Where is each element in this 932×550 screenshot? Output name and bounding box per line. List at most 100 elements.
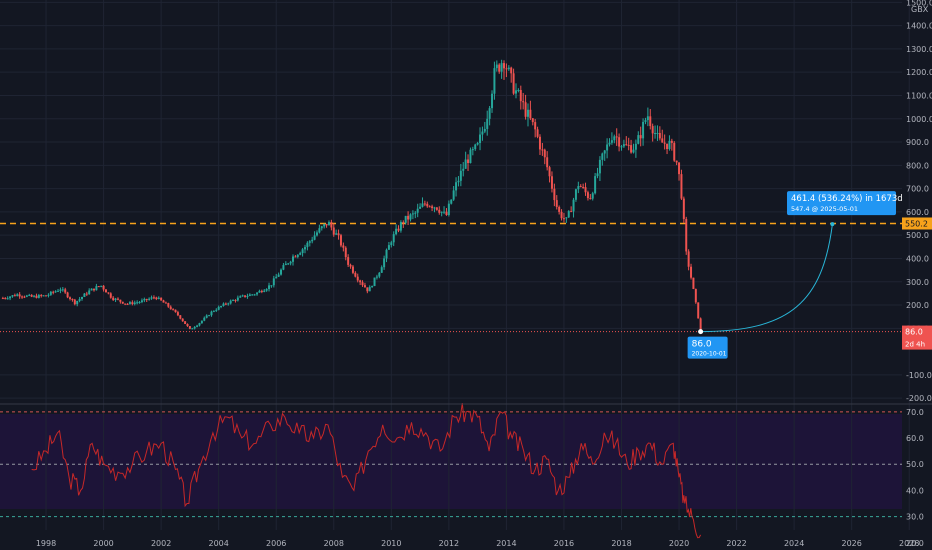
candle-body — [574, 189, 577, 200]
candle-body — [311, 239, 314, 242]
candle-body — [268, 285, 271, 290]
candle-body — [498, 64, 501, 72]
candle-body — [649, 116, 652, 127]
candle-body — [169, 306, 172, 310]
candle-body — [318, 228, 321, 233]
candle-body — [339, 235, 342, 246]
candle-body — [306, 242, 309, 248]
candle-body — [280, 269, 283, 275]
candle-body — [327, 222, 330, 226]
candle-body — [375, 276, 378, 278]
candle-body — [85, 293, 88, 295]
candle-body — [188, 326, 191, 329]
x-tick-label: 2006 — [266, 539, 286, 548]
candle-body — [71, 298, 74, 300]
candle-body — [594, 176, 597, 194]
projection-start-label — [687, 336, 728, 359]
candle-body — [531, 118, 534, 123]
x-tick-label: 2020 — [669, 539, 689, 548]
candle-body — [613, 136, 616, 141]
grid — [0, 0, 910, 530]
candle-body — [349, 264, 352, 267]
candle-body — [534, 122, 537, 130]
candle-body — [404, 215, 407, 223]
candle-body — [167, 303, 170, 307]
candle-body — [73, 299, 76, 305]
candle-body — [64, 289, 67, 293]
price-tick-label: 500.0 — [906, 231, 929, 240]
candle-body — [301, 249, 304, 254]
price-tick-label: 1000.0 — [906, 115, 932, 124]
projection-change-text: 461.4 (536.24%) in 1673d — [791, 194, 903, 204]
x-tick-label: 2022 — [726, 539, 746, 548]
candle-body — [483, 128, 486, 132]
candle-body — [603, 150, 606, 154]
candle-body — [332, 227, 335, 235]
candle-body — [116, 298, 119, 300]
x-tick-label: 2014 — [496, 539, 516, 548]
candle-body — [469, 149, 472, 164]
candle-body — [292, 256, 295, 262]
candle-body — [428, 206, 431, 208]
candle-body — [630, 145, 633, 153]
candle-body — [16, 294, 19, 297]
projection-start-point[interactable] — [698, 329, 704, 335]
candle-body — [176, 312, 179, 316]
candle-body — [303, 247, 306, 250]
candle-body — [627, 144, 630, 146]
candle-body — [1, 298, 4, 300]
candle-body — [392, 234, 395, 243]
candle-body — [363, 285, 366, 288]
rsi-tick-label: 40.0 — [906, 486, 924, 495]
candle-body — [251, 294, 254, 296]
candle-body — [114, 298, 117, 301]
candle-body — [618, 137, 621, 147]
candle-body — [205, 315, 208, 318]
candle-body — [181, 318, 184, 322]
candle-body — [145, 298, 148, 300]
candle-body — [457, 180, 460, 183]
candle-body — [359, 280, 362, 283]
x-tick-label: 2008 — [324, 539, 344, 548]
candle-body — [200, 320, 203, 324]
price-tick-label: 200.0 — [906, 301, 929, 310]
candle-body — [208, 315, 211, 317]
projection-end-point[interactable] — [830, 222, 835, 227]
projection-curve[interactable] — [700, 224, 833, 333]
candle-body — [550, 176, 553, 189]
projection-start-date: 2020-10-01 — [692, 351, 727, 358]
candle-body — [462, 168, 465, 171]
candle-body — [512, 73, 515, 94]
candle-body — [541, 149, 544, 151]
candle-body — [555, 200, 558, 207]
candle-body — [215, 309, 218, 311]
candle-body — [284, 263, 287, 266]
candle-body — [491, 93, 494, 109]
candle-body — [42, 295, 45, 297]
candle-body — [78, 298, 81, 301]
candle-body — [9, 296, 12, 299]
candle-body — [467, 159, 470, 164]
candle-body — [447, 203, 450, 215]
candle-body — [152, 297, 155, 299]
candle-body — [299, 253, 302, 255]
candle-body — [486, 118, 489, 129]
candle-body — [625, 144, 628, 146]
rsi-series-line — [31, 403, 702, 539]
candle-body — [560, 211, 563, 219]
candle-body — [162, 300, 165, 303]
candle-body — [241, 295, 244, 297]
candle-body — [323, 223, 326, 227]
candle-body — [97, 286, 100, 288]
candle-body — [354, 272, 357, 277]
x-tick-label: 2000 — [93, 539, 113, 548]
candle-body — [675, 160, 678, 163]
candle-body — [289, 261, 292, 264]
candle-body — [610, 140, 613, 143]
candle-body — [104, 289, 107, 293]
candle-body — [155, 297, 158, 300]
candle-body — [378, 272, 381, 277]
x-tick-label: 2012 — [439, 539, 459, 548]
candle-body — [395, 228, 398, 235]
